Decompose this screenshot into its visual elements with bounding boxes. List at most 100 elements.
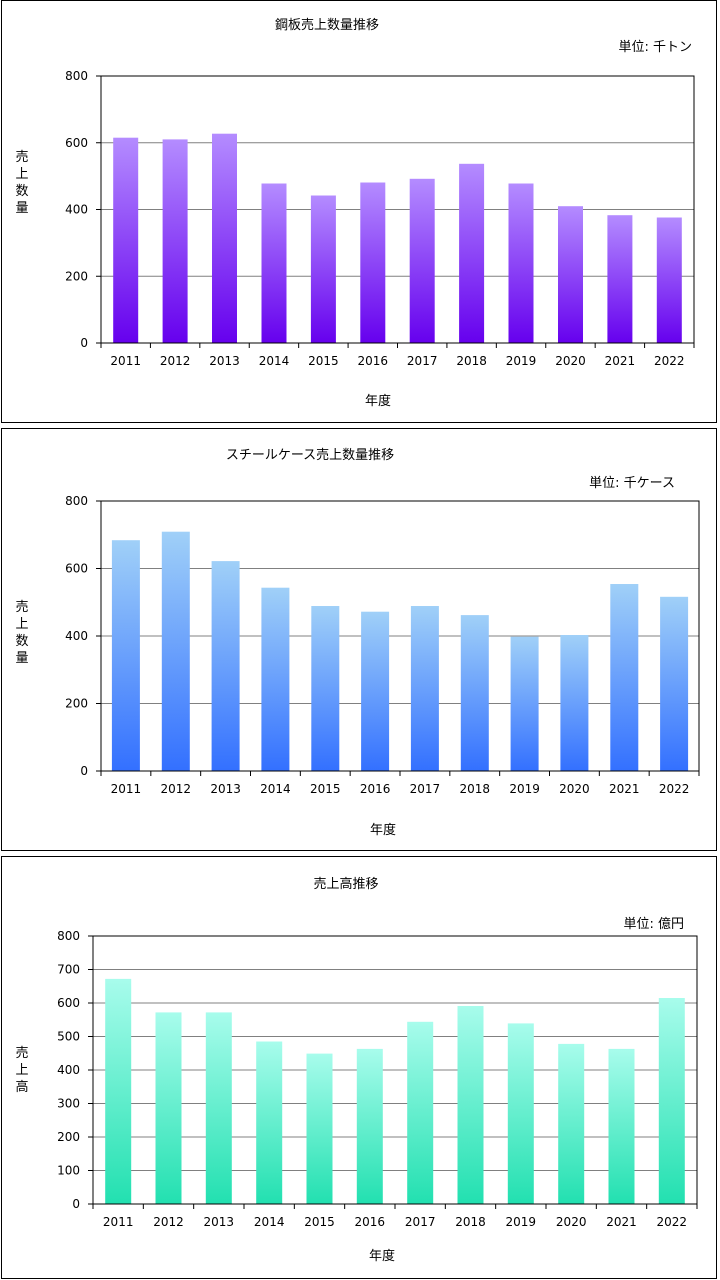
unit-label: 単位: 千ケース [589,475,675,491]
x-tick-label: 2013 [210,782,241,796]
plot-border [100,500,700,772]
x-tick-label: 2018 [455,1215,486,1229]
sales-revenue-chart: 0 100 200 300 400 500 600 700 800 2011 2012 2013 201… [15,876,698,1264]
bar-2016 [356,1048,383,1204]
bar-2012 [155,1012,182,1204]
bar-2021 [607,215,633,343]
x-tick-label: 2015 [308,354,339,368]
y-tick-label: 300 [57,1097,80,1111]
y-tick-label: 400 [57,1063,80,1077]
y-tick-label: 400 [65,629,88,643]
bar-2018 [457,1006,484,1204]
x-axis-label: 年度 [365,393,391,409]
x-tick-label: 2022 [657,1215,688,1229]
y-axis-label: 売上数量 [15,599,28,666]
x-tick-label: 2014 [259,354,290,368]
x-tick-label: 2014 [260,782,291,796]
bar-2012 [162,139,188,343]
bar-2021 [608,1048,635,1204]
y-tick-label: 100 [57,1164,80,1178]
x-tick-label: 2020 [556,1215,587,1229]
y-tick-label: 800 [57,929,80,943]
chart-title: 売上高推移 [313,876,378,892]
bar-2014 [261,587,290,771]
plot-border [92,935,698,1205]
x-tick-label: 2018 [456,354,487,368]
x-tick-label: 2019 [506,1215,537,1229]
bar-2013 [212,133,237,343]
x-tick-label: 2019 [506,354,537,368]
x-tick-label: 2012 [161,782,192,796]
bar-2017 [409,178,435,343]
y-tick-label: 800 [65,494,88,508]
y-tick-label: 600 [57,996,80,1010]
bar-2022 [658,998,685,1204]
bar-2019 [507,1023,534,1204]
bar-2020 [558,1043,585,1204]
bar-2012 [161,531,190,771]
x-tick-label: 2011 [110,354,141,368]
steel-sheet-chart: 0 200 400 600 800 2011 2012 2013 2014 2015 2016 201… [15,17,695,409]
bar-2019 [508,183,534,343]
x-tick-label: 2016 [355,1215,386,1229]
x-tick-label: 2012 [153,1215,184,1229]
x-axis-label: 年度 [370,822,396,838]
x-tick-label: 2015 [304,1215,335,1229]
y-axis-label: 売上数量 [15,149,28,216]
steel-case-chart-panel: 0 200 400 600 800 2011 2012 2013 2014 2015 2016 201… [1,428,717,851]
steel-case-chart: 0 200 400 600 800 2011 2012 2013 2014 2015 2016 201… [15,447,700,838]
x-tick-label: 2019 [509,782,540,796]
y-tick-label: 200 [65,269,88,283]
y-tick-label: 600 [65,562,88,576]
y-tick-label: 400 [65,203,88,217]
bar-2021 [610,584,639,771]
steel-sheet-chart-panel: 0 200 400 600 800 2011 2012 2013 2014 2015 2016 201… [1,0,717,423]
x-tick-label: 2020 [559,782,590,796]
bar-2016 [360,182,386,343]
bar-2014 [261,183,287,343]
y-tick-label: 200 [57,1130,80,1144]
y-tick-label: 500 [57,1030,80,1044]
bar-2017 [407,1021,434,1204]
x-tick-label: 2011 [111,782,142,796]
y-axis-label: 売上高 [15,1045,28,1095]
bar-2015 [311,606,340,771]
x-tick-label: 2018 [460,782,491,796]
bar-2011 [105,978,132,1204]
plot-border [100,75,695,344]
bar-2020 [558,206,583,343]
bar-2011 [113,137,139,343]
bar-2016 [361,611,390,771]
bar-2015 [310,195,336,343]
y-tick-label: 600 [65,136,88,150]
bar-2018 [459,163,485,343]
x-tick-label: 2017 [410,782,441,796]
chart-title: スチールケース売上数量推移 [226,447,394,463]
x-tick-label: 2020 [555,354,586,368]
chart-title: 鋼板売上数量推移 [275,17,379,33]
bar-2014 [256,1041,283,1204]
bar-2013 [211,561,240,771]
bar-2018 [460,615,489,771]
x-tick-label: 2021 [606,1215,637,1229]
x-tick-label: 2022 [654,354,685,368]
bar-2020 [560,635,589,771]
unit-label: 単位: 億円 [623,916,684,932]
x-tick-label: 2017 [407,354,438,368]
x-tick-label: 2021 [609,782,640,796]
x-tick-label: 2017 [405,1215,436,1229]
x-tick-label: 2021 [605,354,636,368]
x-axis-label: 年度 [369,1248,395,1264]
bar-2015 [306,1053,333,1204]
x-tick-label: 2013 [204,1215,235,1229]
x-tick-label: 2016 [360,782,391,796]
bar-2011 [111,540,140,771]
y-tick-label: 0 [80,764,88,778]
x-tick-label: 2015 [310,782,341,796]
x-tick-label: 2012 [160,354,191,368]
bar-2013 [205,1012,232,1204]
x-tick-label: 2011 [103,1215,134,1229]
y-tick-label: 200 [65,697,88,711]
bar-2017 [410,606,439,771]
x-tick-label: 2013 [209,354,240,368]
